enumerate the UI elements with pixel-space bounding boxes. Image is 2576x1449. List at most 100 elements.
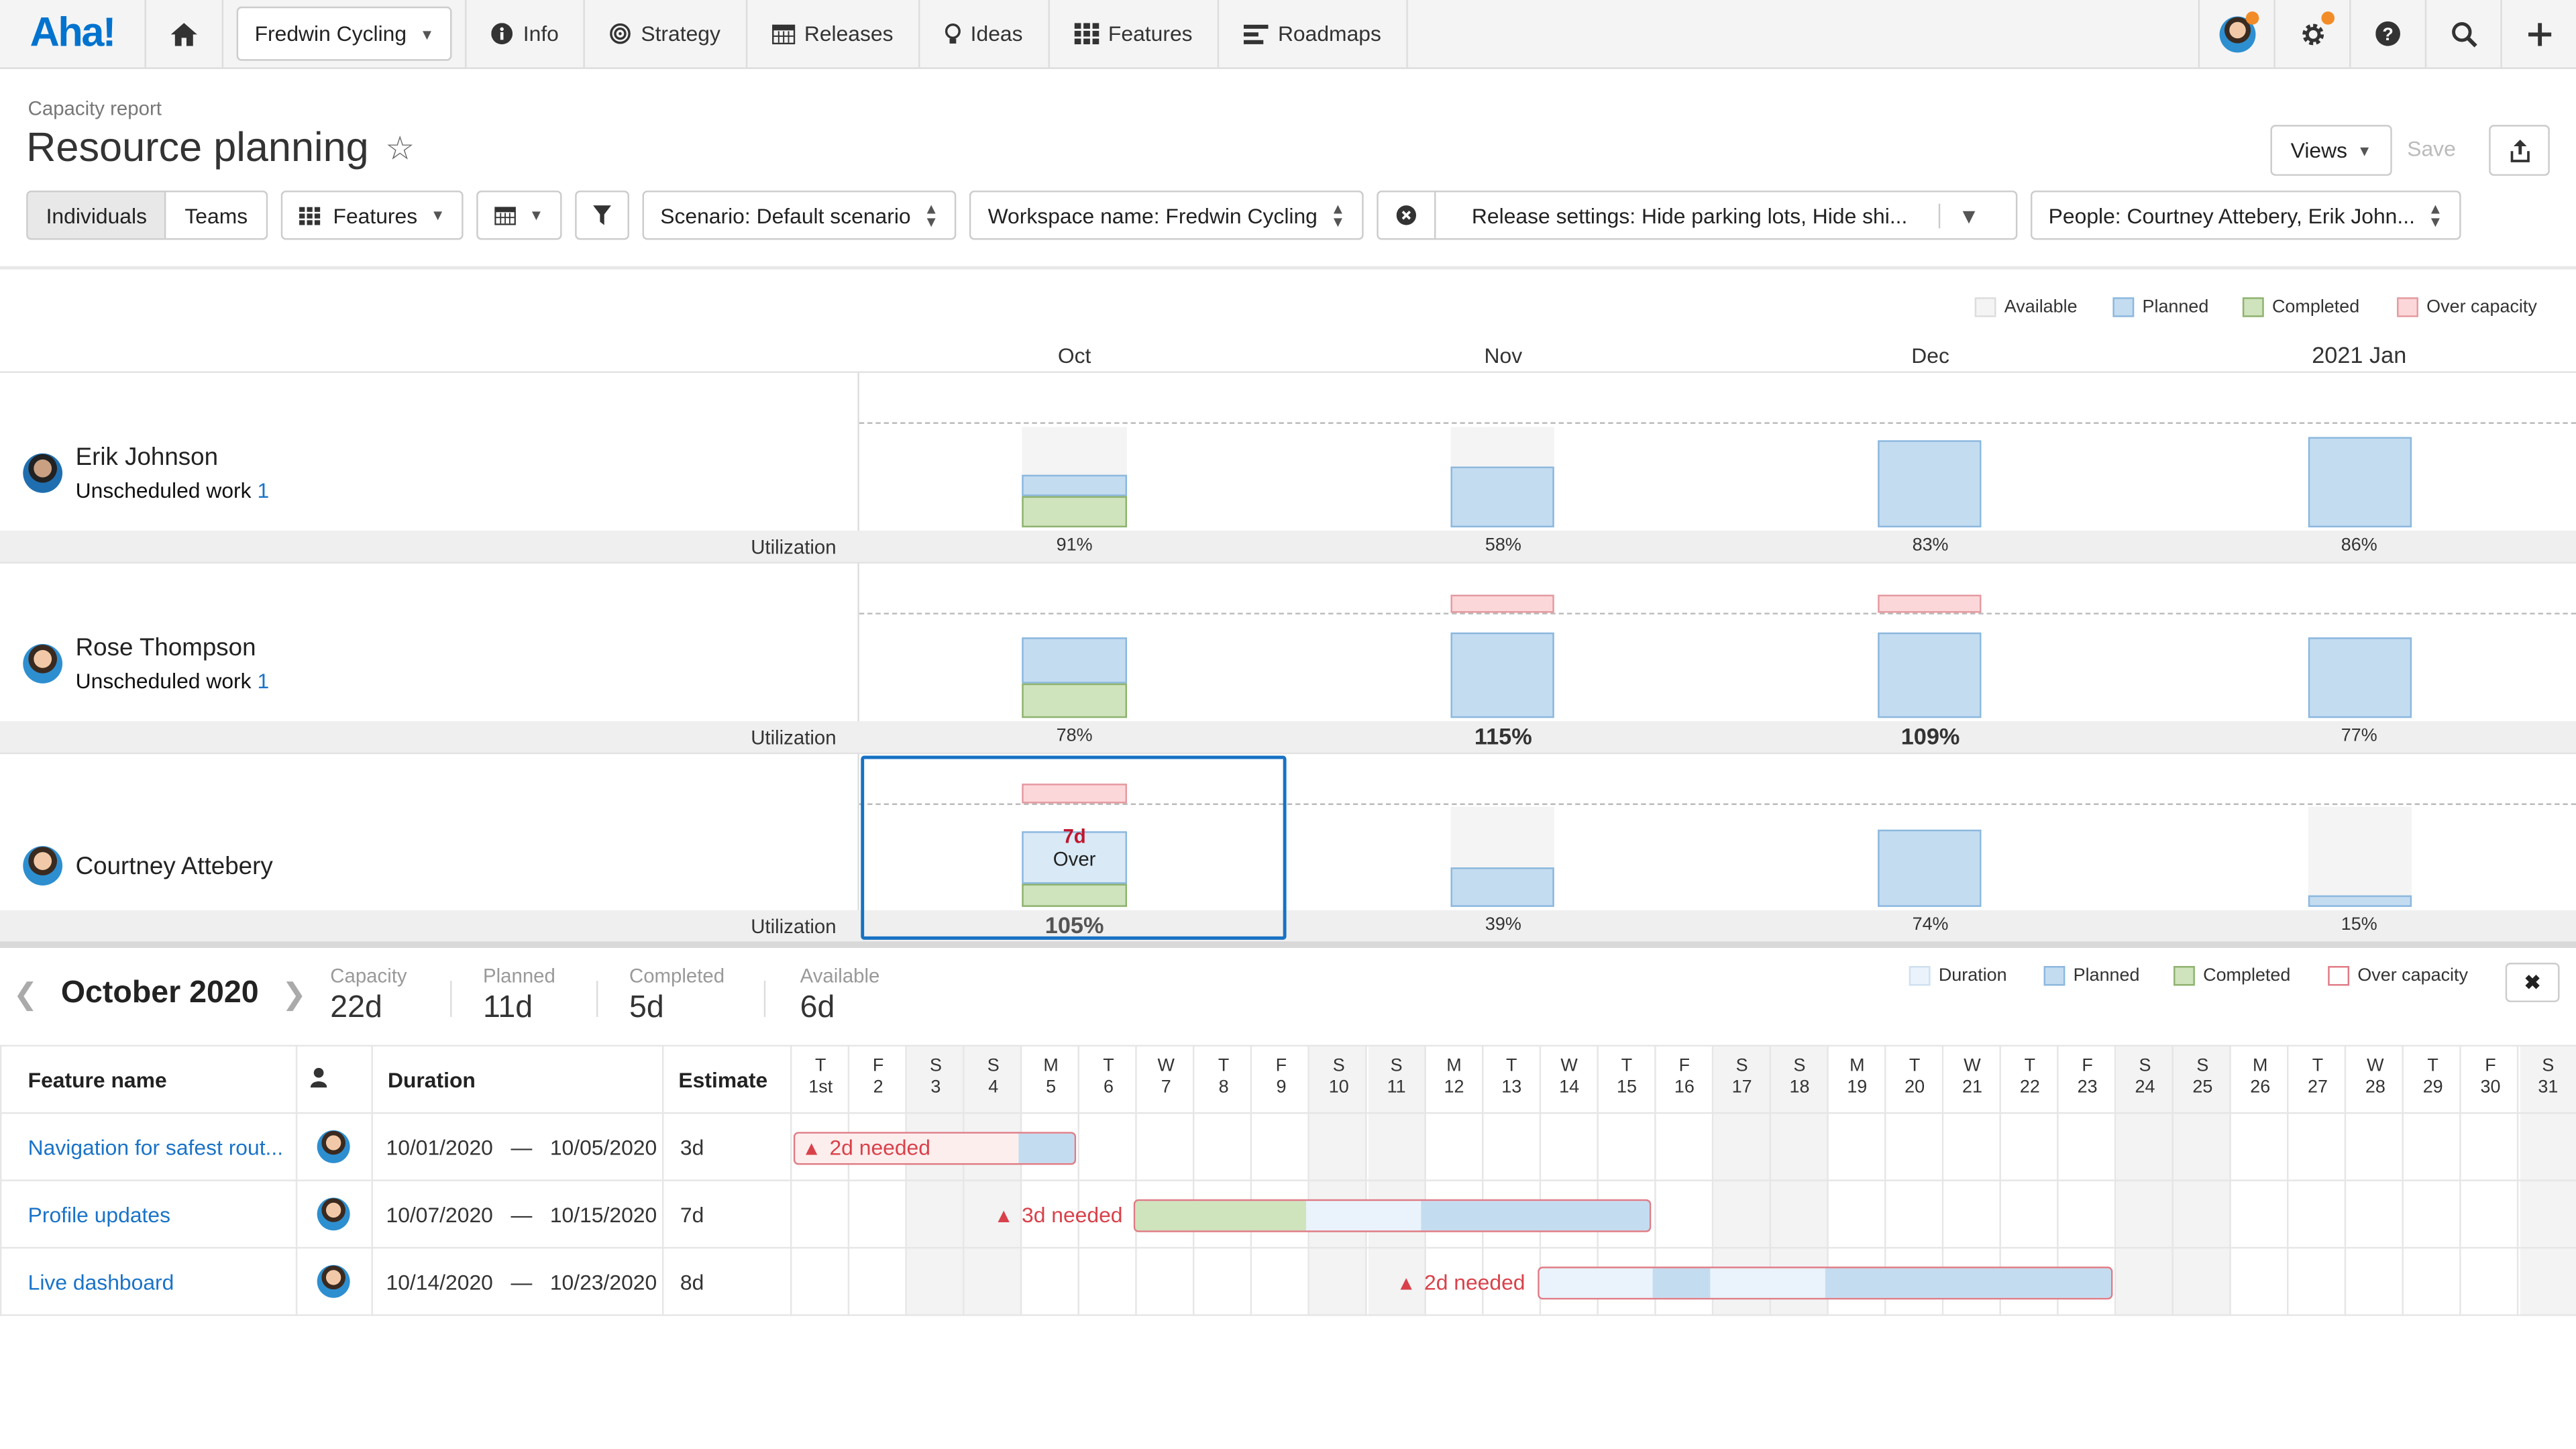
breadcrumb[interactable]: Capacity report	[28, 97, 162, 120]
bar-completed-segment	[1135, 1201, 1306, 1231]
nav-actions: ?	[2198, 0, 2576, 68]
help-button[interactable]: ?	[2349, 0, 2425, 68]
bar-available[interactable]	[1022, 427, 1128, 475]
bar-completed[interactable]	[1022, 683, 1128, 718]
tab-individuals[interactable]: Individuals	[28, 192, 165, 239]
unscheduled-work[interactable]: Unscheduled work 1	[75, 478, 270, 503]
section-divider	[0, 266, 2576, 270]
nav-ideas[interactable]: Ideas	[920, 0, 1049, 68]
bar-planned[interactable]	[1878, 440, 1982, 528]
unscheduled-count[interactable]: 1	[257, 478, 270, 503]
unscheduled-count[interactable]: 1	[257, 668, 270, 694]
people-select[interactable]: People: Courtney Attebery, Erik John... ▲…	[2030, 191, 2461, 240]
date-range-dropdown[interactable]: ▼	[476, 191, 562, 240]
feature-duration: 10/14/2020 — 10/23/2020	[386, 1270, 657, 1295]
day-header: S 31	[2538, 1056, 2559, 1097]
bar-planned[interactable]	[1450, 632, 1554, 718]
bar-over-capacity[interactable]	[1450, 594, 1554, 613]
person-rose-thompson[interactable]: Rose Thompson Unscheduled work 1	[23, 634, 269, 693]
filter-bar: Individuals Teams Features ▼ ▼ Scenario:…	[26, 191, 2461, 240]
gantt-bar[interactable]	[1538, 1267, 2113, 1300]
star-icon[interactable]: ☆	[385, 131, 415, 168]
stat-available: Available 6d	[800, 964, 880, 1026]
workspace-select[interactable]: Fredwin Cycling ▼	[236, 6, 453, 61]
bar-available[interactable]	[1450, 427, 1554, 467]
unscheduled-work[interactable]: Unscheduled work 1	[75, 668, 270, 694]
bar-completed[interactable]	[1022, 496, 1128, 528]
bar-planned[interactable]	[1878, 829, 1982, 907]
assignee-avatar[interactable]	[317, 1265, 350, 1298]
feature-link[interactable]: Profile updates	[28, 1202, 171, 1228]
tab-teams[interactable]: Teams	[164, 192, 266, 239]
feature-link[interactable]: Live dashboard	[28, 1270, 174, 1295]
person-name: Erik Johnson	[75, 443, 219, 472]
person-erik-johnson[interactable]: Erik Johnson Unscheduled work 1	[23, 443, 269, 502]
nav-info[interactable]: Info	[466, 0, 586, 68]
panel-splitter[interactable]	[0, 941, 2576, 949]
user-menu[interactable]	[2198, 0, 2274, 68]
bar-over-capacity[interactable]	[1022, 784, 1128, 804]
nav-strategy[interactable]: Strategy	[585, 0, 747, 68]
needed-label: ▲ 2d needed	[1396, 1270, 1525, 1295]
bar-completed[interactable]	[1022, 883, 1128, 907]
bar-planned[interactable]	[1022, 831, 1128, 884]
bar-planned[interactable]	[1022, 637, 1128, 684]
bar-over-capacity[interactable]	[1878, 594, 1982, 613]
feature-link[interactable]: Navigation for safest rout...	[28, 1135, 284, 1160]
views-button[interactable]: Views ▼	[2270, 125, 2392, 176]
selected-month-cell[interactable]	[861, 755, 1287, 940]
assignee-avatar[interactable]	[317, 1197, 350, 1231]
column-header-estimate[interactable]: Estimate	[678, 1067, 768, 1093]
nav-features[interactable]: Features	[1049, 0, 1219, 68]
bar-planned[interactable]	[1450, 867, 1554, 907]
person-courtney-attebery[interactable]: Courtney Attebery	[23, 846, 273, 886]
release-settings-dropdown[interactable]: Release settings: Hide parking lots, Hid…	[1434, 192, 2016, 239]
chevron-right-icon[interactable]: ❯	[282, 976, 307, 1010]
scenario-select[interactable]: Scenario: Default scenario ▲ ▼	[642, 191, 957, 240]
column-header-feature[interactable]: Feature name	[28, 1067, 167, 1093]
day-header: M 26	[2250, 1056, 2271, 1097]
close-button[interactable]: ✖	[2505, 963, 2560, 1002]
bar-planned[interactable]	[2308, 437, 2412, 528]
grid-top-line	[0, 1044, 2576, 1047]
column-header-assignee[interactable]	[310, 1067, 327, 1093]
add-button[interactable]	[2500, 0, 2576, 68]
bar-planned[interactable]	[1878, 632, 1982, 718]
bar-planned[interactable]	[2308, 895, 2412, 907]
workspace-filter-select[interactable]: Workspace name: Fredwin Cycling ▲ ▼	[969, 191, 1364, 240]
grid-header-line	[0, 1112, 2576, 1114]
gantt-bar[interactable]	[1133, 1199, 1652, 1232]
caret-down-icon: ▼	[529, 207, 544, 224]
bar-available[interactable]	[1450, 806, 1554, 868]
legend-swatch	[1974, 297, 1996, 317]
nav-roadmaps[interactable]: Roadmaps	[1219, 0, 1408, 68]
bar-available[interactable]	[2308, 806, 2412, 896]
utilization-value: 15%	[2341, 915, 2377, 935]
assignee-avatar[interactable]	[317, 1130, 350, 1163]
filter-button[interactable]	[574, 191, 629, 240]
column-header-duration[interactable]: Duration	[387, 1067, 476, 1093]
bar-planned[interactable]	[2308, 637, 2412, 718]
caret-down-icon: ▼	[419, 25, 435, 42]
save-button[interactable]: Save	[2407, 136, 2456, 162]
share-button[interactable]	[2489, 125, 2550, 176]
clear-release-settings[interactable]	[1378, 193, 1434, 239]
aha-logo[interactable]: Aha!	[0, 0, 146, 68]
row-separator	[0, 1179, 2576, 1181]
chart-header-line	[0, 371, 2576, 373]
bar-planned[interactable]	[1022, 474, 1128, 496]
bar-planned[interactable]	[1450, 466, 1554, 528]
nav-releases[interactable]: Releases	[747, 0, 920, 68]
gantt-bar[interactable]: ▲ 2d needed	[793, 1132, 1077, 1165]
settings-button[interactable]	[2273, 0, 2349, 68]
search-button[interactable]	[2424, 0, 2501, 68]
stat-planned: Planned 11d	[483, 964, 555, 1026]
chevron-left-icon[interactable]: ❮	[13, 976, 38, 1010]
utilization-value: 77%	[2341, 726, 2377, 746]
home-button[interactable]	[146, 0, 224, 68]
question-icon: ?	[2375, 21, 2400, 46]
features-dropdown[interactable]: Features ▼	[280, 191, 464, 240]
utilization-row: Utilization 91% 58% 83% 86%	[0, 531, 2576, 562]
